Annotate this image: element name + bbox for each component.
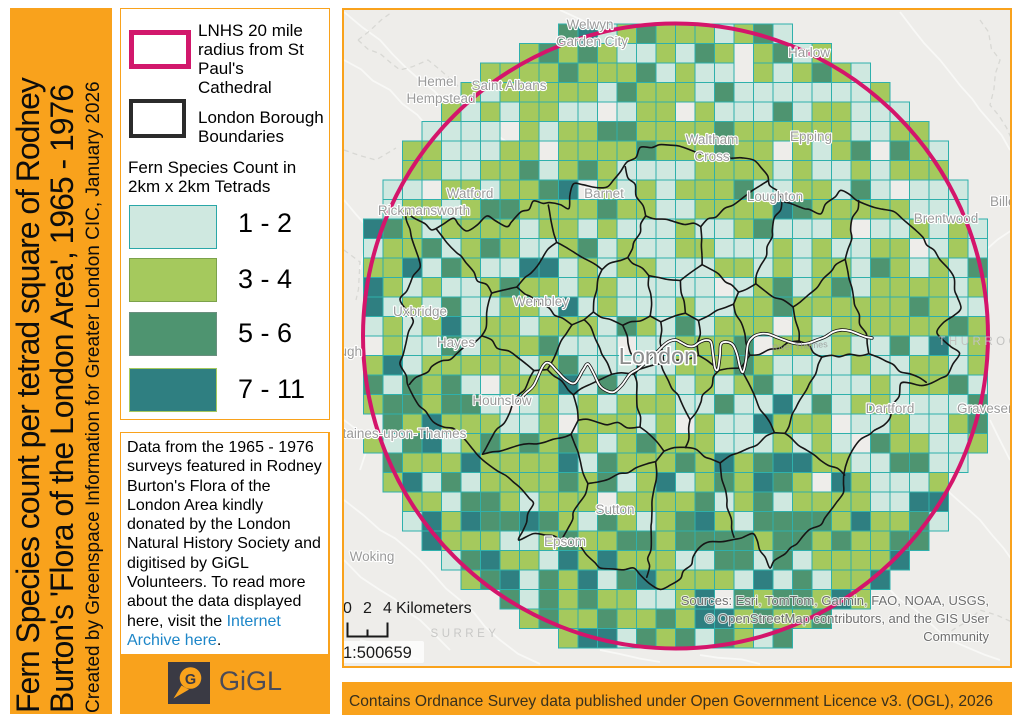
svg-text:Cross: Cross [694, 149, 730, 164]
svg-text:THURROCK: THURROCK [938, 336, 1012, 348]
svg-text:2: 2 [363, 600, 372, 617]
svg-text:Rickmansworth: Rickmansworth [378, 203, 470, 218]
svg-text:0: 0 [343, 600, 352, 617]
svg-text:© OpenStreetMap contributors,: © OpenStreetMap contributors, and the GI… [705, 611, 990, 626]
svg-text:Community: Community [923, 629, 989, 644]
svg-text:Dartford: Dartford [866, 401, 915, 416]
svg-text:Epping: Epping [790, 129, 832, 144]
svg-text:Hayes: Hayes [437, 335, 476, 350]
svg-text:Garden City: Garden City [556, 34, 628, 49]
svg-text:Epsom: Epsom [544, 534, 586, 549]
svg-text:Uxbridge: Uxbridge [393, 304, 447, 319]
svg-text:Hempstead: Hempstead [406, 91, 475, 106]
svg-text:4: 4 [383, 600, 392, 617]
svg-text:River Thames: River Thames [772, 339, 829, 353]
svg-text:Wembley: Wembley [513, 294, 569, 309]
svg-text:Sutton: Sutton [595, 502, 634, 517]
svg-text:Sources: Esri, TomTom, Garmin,: Sources: Esri, TomTom, Garmin, FAO, NOAA… [681, 593, 989, 608]
svg-text:London: London [619, 343, 697, 369]
svg-text:Hounslow: Hounslow [472, 393, 532, 408]
svg-text:Hemel: Hemel [417, 74, 456, 89]
svg-text:SURREY: SURREY [431, 628, 500, 640]
svg-text:Woking: Woking [350, 549, 395, 564]
svg-text:Slough: Slough [342, 344, 362, 359]
svg-text:Barnet: Barnet [584, 186, 624, 201]
svg-text:Welwyn: Welwyn [566, 17, 613, 32]
svg-text:Loughton: Loughton [747, 189, 803, 204]
svg-text:Gravesend: Gravesend [957, 401, 1012, 416]
svg-text:Saint Albans: Saint Albans [471, 78, 546, 93]
svg-text:G: G [185, 672, 196, 688]
svg-text:Harlow: Harlow [788, 45, 830, 60]
svg-text:Billericay: Billericay [990, 194, 1012, 209]
svg-text:Brentwood: Brentwood [914, 211, 979, 226]
svg-text:Kilometers: Kilometers [396, 600, 472, 617]
svg-text:Watford: Watford [447, 186, 494, 201]
svg-text:1:500659: 1:500659 [343, 644, 412, 662]
svg-text:Staines-upon-Thames: Staines-upon-Thames [342, 426, 467, 441]
svg-text:Waltham: Waltham [686, 132, 739, 147]
